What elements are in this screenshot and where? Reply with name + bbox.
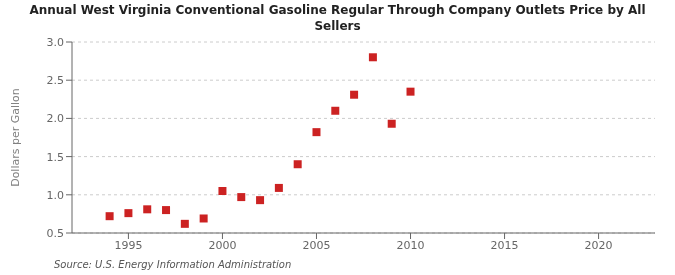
svg-text:2015: 2015 — [491, 239, 519, 252]
html-text:Annual West Virginia Conventio: Annual West Virginia Conventional Gasoli… — [29, 3, 646, 17]
svg-text:1.5: 1.5 — [47, 151, 65, 164]
svg-text:2.0: 2.0 — [47, 112, 65, 125]
svg-text:0.5: 0.5 — [47, 227, 65, 240]
svg-text:1995: 1995 — [114, 239, 142, 252]
svg-text:2.5: 2.5 — [47, 74, 65, 87]
html-text:Sellers: Sellers — [314, 19, 361, 33]
svg-text:Dollars per Gallon: Dollars per Gallon — [9, 88, 22, 187]
svg-text:2005: 2005 — [302, 239, 330, 252]
svg-text:2020: 2020 — [585, 239, 613, 252]
svg-text:2000: 2000 — [208, 239, 236, 252]
html-text:Source: U.S. Energy Informatio: Source: U.S. Energy Information Administ… — [54, 259, 292, 270]
svg-text:2010: 2010 — [397, 239, 425, 252]
svg-text:3.0: 3.0 — [47, 36, 65, 49]
svg-text:1.0: 1.0 — [47, 189, 65, 202]
